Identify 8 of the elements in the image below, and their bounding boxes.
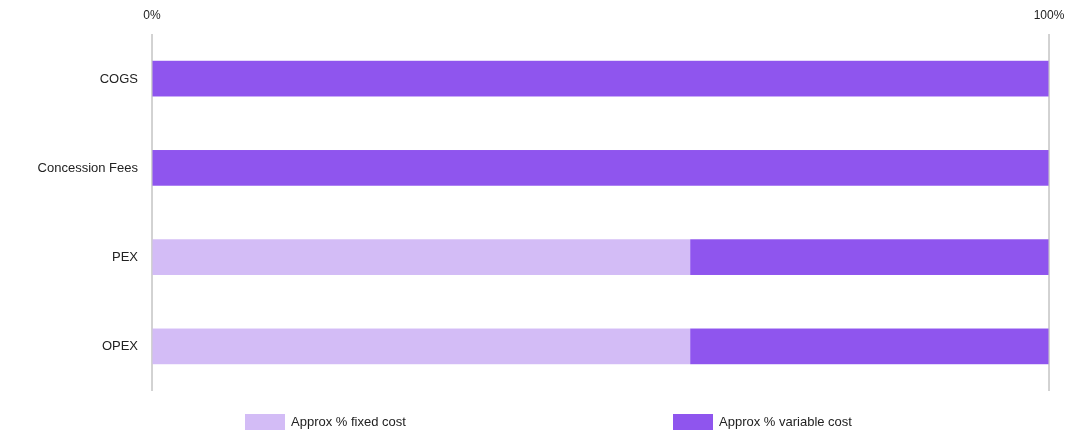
y-tick-label: OPEX bbox=[101, 338, 139, 354]
y-tick-label: PEX bbox=[111, 249, 139, 265]
legend-label: Approx % fixed cost bbox=[291, 414, 407, 429]
legend-label: Approx % variable cost bbox=[719, 414, 853, 429]
x-tick-label: 0% bbox=[143, 8, 161, 22]
y-tick-label: COGS bbox=[99, 70, 139, 86]
y-tick-label: Concession Fees bbox=[37, 159, 139, 175]
x-tick-label: 100% bbox=[1033, 8, 1065, 22]
